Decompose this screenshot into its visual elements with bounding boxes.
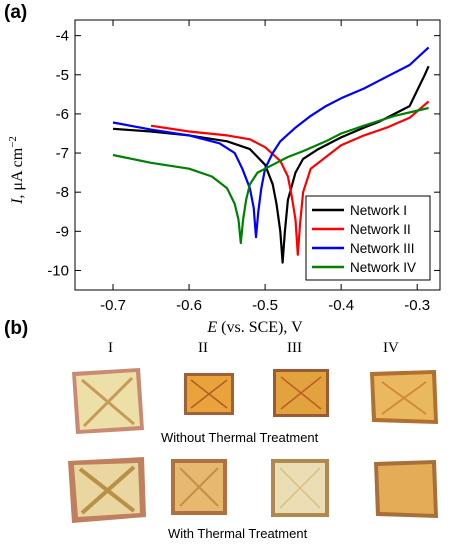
column-label-i: I [108, 340, 113, 356]
panel-label-b: (b) [4, 318, 29, 339]
y-tick-label: -4 [56, 28, 69, 45]
row-caption-without: Without Thermal Treatment [161, 430, 319, 445]
y-tick-label: -8 [56, 184, 69, 201]
y-tick-label: -7 [56, 145, 69, 162]
series-line-network-ii [150, 100, 430, 256]
sample-photo-i-without [72, 368, 144, 434]
legend-label: Network III [350, 241, 415, 256]
legend-label: Network II [350, 222, 411, 237]
series-line-network-iv [112, 106, 429, 245]
x-tick-label: -0.6 [176, 297, 202, 314]
x-tick-label: -0.5 [252, 297, 278, 314]
legend-label: Network I [350, 203, 407, 218]
row-caption-with: With Thermal Treatment [168, 526, 308, 541]
sample-photo-iii-with [271, 459, 329, 517]
x-axis-var: E [206, 319, 217, 336]
chart-series [112, 46, 430, 264]
sample-photo-ii-with [171, 459, 227, 515]
panel-label-a: (a) [4, 2, 28, 23]
column-label-ii: II [198, 340, 208, 356]
plot-frame [74, 19, 441, 291]
series-line-network-i [112, 65, 430, 264]
y-axis-var: I [9, 198, 26, 205]
x-axis-title: E (vs. SCE), V [206, 319, 303, 336]
chart-legend: Network I Network II Network III Network IV [305, 195, 431, 281]
legend-label: Network IV [350, 260, 416, 275]
sample-photo-iv-without [370, 370, 438, 424]
y-tick-label: -5 [56, 67, 69, 84]
y-tick-label: -6 [56, 106, 69, 123]
y-axis-sup: −2 [7, 136, 19, 148]
x-axis-rest: (vs. SCE), V [217, 319, 303, 336]
series-line-network-iii [112, 46, 430, 239]
y-tick-label: -10 [47, 262, 69, 279]
polarization-chart: -0.7 -0.6 -0.5 -0.4 -0.3 -10 -9 -8 -7 -6 -5 -4 Netw… [7, 19, 441, 336]
sample-photo-iii-without [273, 369, 329, 417]
column-label-iv: IV [383, 340, 399, 356]
sample-photo-i-with [68, 457, 146, 523]
sample-photo-iv-with [374, 460, 438, 518]
y-axis-rest: , μA cm [9, 147, 26, 198]
x-tick-label: -0.7 [100, 297, 126, 314]
column-label-iii: III [287, 340, 302, 356]
sample-photo-ii-without [184, 373, 234, 415]
y-axis-title: I, μA cm−2 [7, 136, 26, 205]
y-tick-label: -9 [56, 223, 69, 240]
x-tick-label: -0.3 [404, 297, 430, 314]
chart-axes: -0.7 -0.6 -0.5 -0.4 -0.3 -10 -9 -8 -7 -6 -5 -4 [47, 19, 441, 314]
x-tick-label: -0.4 [328, 297, 354, 314]
